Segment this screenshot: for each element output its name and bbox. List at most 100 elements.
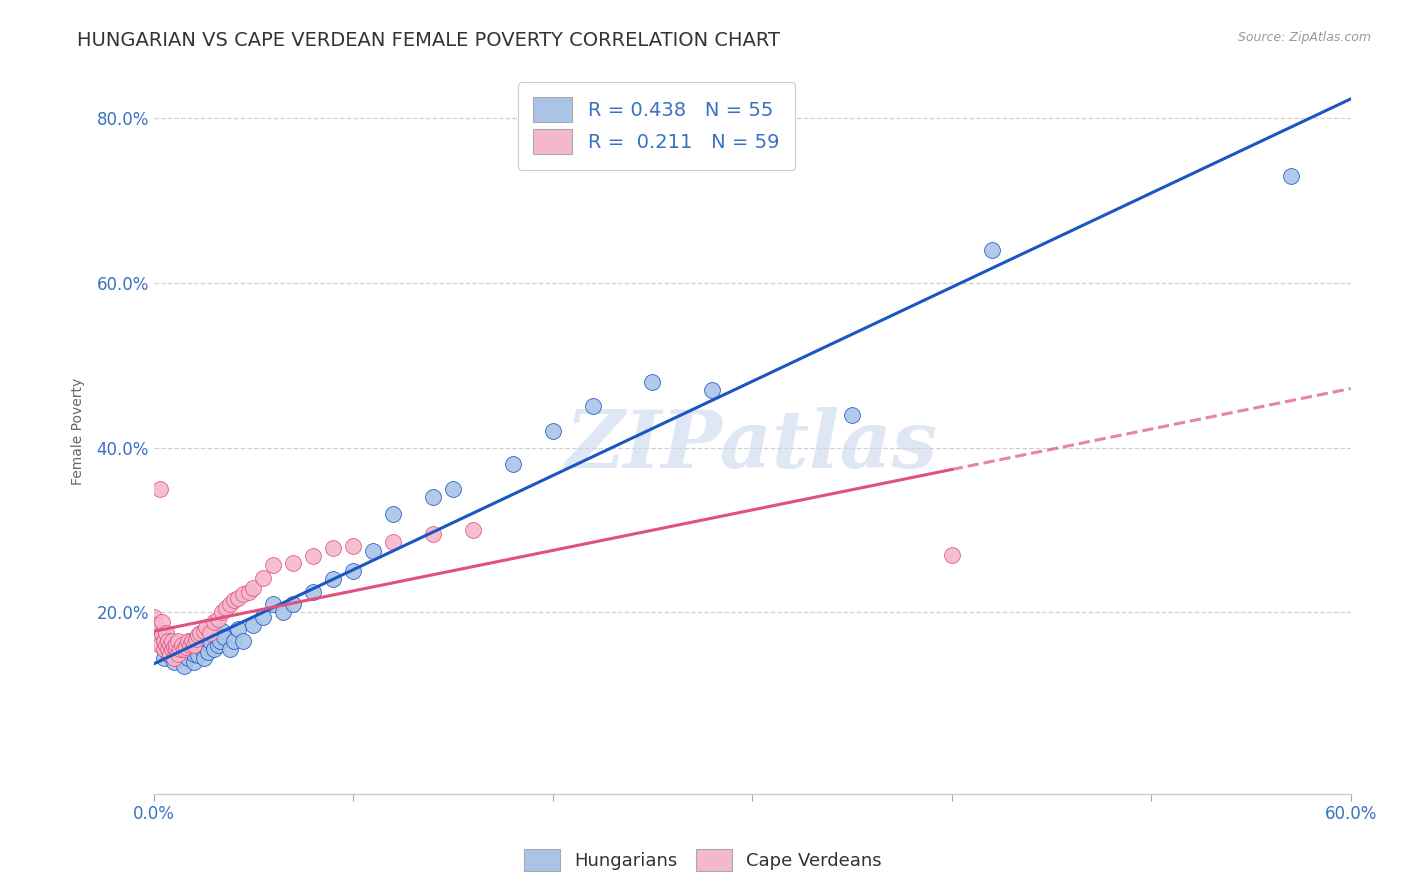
Point [142,609,165,624]
Point [302,584,325,599]
Point [155,626,177,640]
Y-axis label: Female Poverty: Female Poverty [72,377,86,484]
Point [173,659,195,673]
Point [198,634,221,648]
Point [702,383,724,397]
Point [146,634,169,648]
Point [187,637,209,651]
Point [422,527,444,541]
Point [980,243,1002,257]
Text: HUNGARIAN VS CAPE VERDEAN FEMALE POVERTY CORRELATION CHART: HUNGARIAN VS CAPE VERDEAN FEMALE POVERTY… [77,31,780,50]
Point [214,601,236,615]
Point [273,606,295,620]
Legend: R = 0.438   N = 55, R =  0.211   N = 59: R = 0.438 N = 55, R = 0.211 N = 59 [517,82,794,169]
Point [242,617,264,632]
Point [170,638,193,652]
Point [226,591,249,605]
Point [283,556,305,570]
Point [641,375,664,389]
Point [302,549,325,564]
Point [541,424,564,438]
Point [183,638,205,652]
Point [252,571,274,585]
Point [163,642,186,657]
Point [194,630,217,644]
Point [502,457,524,471]
Point [361,543,384,558]
Point [841,408,863,422]
Point [211,606,233,620]
Point [441,482,464,496]
Point [149,482,172,496]
Point [173,642,195,657]
Point [197,645,219,659]
Point [941,548,963,562]
Point [322,573,344,587]
Point [156,634,179,648]
Point [179,638,201,652]
Point [163,637,186,651]
Point [163,655,186,669]
Point [207,638,229,652]
Point [252,609,274,624]
Point [159,638,181,652]
Point [174,640,197,654]
Point [184,632,207,646]
Point [159,638,181,652]
Point [232,634,254,648]
Point [187,628,209,642]
Point [342,564,364,578]
Point [169,642,191,657]
Point [198,626,221,640]
Point [202,642,225,657]
Point [173,642,195,657]
Point [342,540,364,554]
Point [262,558,284,572]
Point [163,650,186,665]
Point [150,626,173,640]
Point [208,634,231,648]
Point [150,615,173,630]
Point [183,647,205,661]
Point [283,597,305,611]
Point [156,642,179,657]
Point [202,615,225,630]
Point [461,523,484,537]
Point [165,637,187,651]
Point [156,647,179,661]
Point [166,647,188,661]
Point [152,650,174,665]
Text: ZIPatlas: ZIPatlas [567,407,938,484]
Point [152,634,174,648]
Point [183,655,205,669]
Point [165,642,187,657]
Point [145,617,167,632]
Point [159,647,181,661]
Point [193,650,215,665]
Point [218,597,240,611]
Point [581,400,603,414]
Point [145,630,167,644]
Point [166,634,188,648]
Point [222,634,245,648]
Point [152,634,174,648]
Point [238,584,260,599]
Point [160,642,183,657]
Point [180,634,202,648]
Point [163,640,186,654]
Point [207,612,229,626]
Point [242,581,264,595]
Point [212,630,235,644]
Point [1279,169,1302,183]
Point [184,638,207,652]
Point [232,587,254,601]
Legend: Hungarians, Cape Verdeans: Hungarians, Cape Verdeans [517,842,889,879]
Point [155,638,177,652]
Point [163,648,186,663]
Point [166,650,188,665]
Point [211,624,233,638]
Point [262,597,284,611]
Point [176,634,198,648]
Point [222,593,245,607]
Point [226,622,249,636]
